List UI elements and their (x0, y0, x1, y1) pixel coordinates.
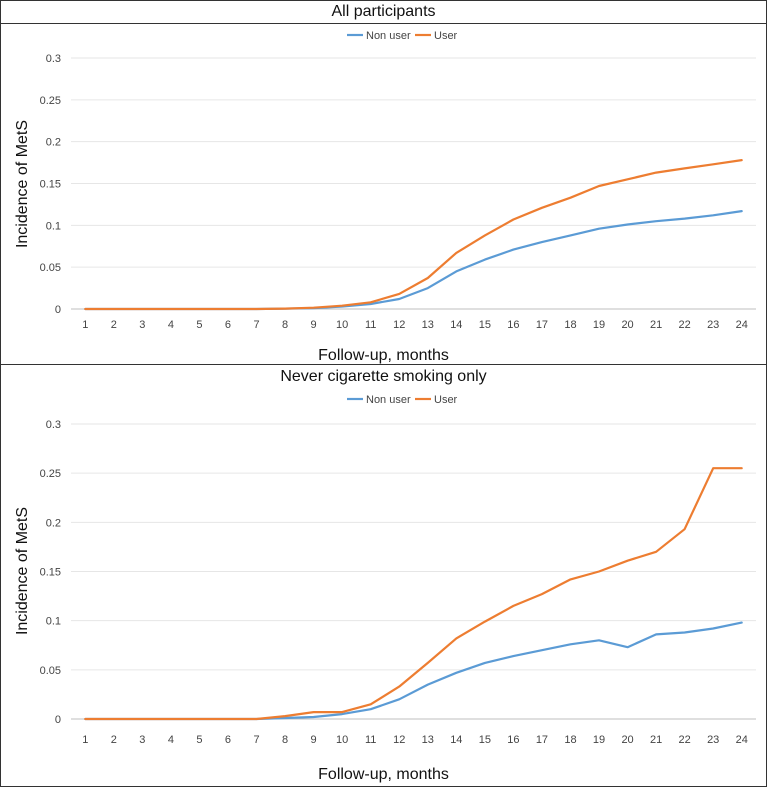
x-tick-label: 20 (621, 319, 633, 331)
series-line-non-user (84, 621, 743, 721)
x-tick-label: 8 (282, 319, 288, 331)
series-line-user (84, 159, 743, 311)
x-tick-label: 13 (422, 319, 434, 331)
x-axis-title: Follow-up, months (318, 766, 449, 783)
x-tick-label: 17 (536, 734, 548, 746)
x-tick-label: 14 (450, 734, 462, 746)
x-tick-label: 3 (139, 319, 145, 331)
x-axis-title: Follow-up, months (318, 347, 449, 364)
x-tick-label: 12 (393, 319, 405, 331)
chart-svg: 00.050.10.150.20.250.31 2 3 4 5 6 7 8 9 10 11 12 13 1… (14, 30, 756, 364)
series-line-user (84, 467, 743, 721)
y-tick-label: 0.3 (46, 419, 61, 431)
y-tick-label: 0.3 (46, 53, 61, 65)
y-axis-title: Incidence of MetS (14, 507, 31, 635)
y-tick-label: 0.1 (46, 616, 61, 628)
panel-title-bar (1, 1, 766, 24)
x-tick-label: 6 (225, 734, 231, 746)
x-tick-label: 7 (253, 734, 259, 746)
legend-label: User (434, 30, 458, 42)
chart-title: All participants (331, 3, 436, 20)
x-tick-label: 21 (650, 734, 662, 746)
x-tick-label: 1 (82, 734, 88, 746)
y-tick-label: 0.25 (40, 468, 61, 480)
x-tick-label: 1 (82, 319, 88, 331)
x-tick-label: 2 (111, 319, 117, 331)
x-tick-label: 8 (282, 734, 288, 746)
y-tick-label: 0.15 (40, 179, 61, 191)
y-tick-label: 0.2 (46, 137, 61, 149)
legend-label: Non user (366, 394, 411, 406)
x-tick-label: 10 (336, 319, 348, 331)
x-tick-label: 13 (422, 734, 434, 746)
y-tick-label: 0.1 (46, 220, 61, 232)
x-tick-label: 21 (650, 319, 662, 331)
x-tick-label: 3 (139, 734, 145, 746)
x-tick-label: 11 (365, 734, 376, 746)
x-tick-label: 23 (707, 319, 719, 331)
x-tick-label: 11 (365, 319, 376, 331)
x-tick-label: 19 (593, 734, 605, 746)
chart-panel-never-smoking: Never cigarette smoking only 0 0.05 0.1 0.1… (0, 364, 767, 787)
x-tick-label: 6 (225, 319, 231, 331)
x-tick-label: 5 (196, 319, 202, 331)
x-tick-label: 9 (311, 734, 317, 746)
x-tick-label: 17 (536, 319, 548, 331)
x-tick-label: 12 (393, 734, 405, 746)
x-tick-label: 22 (679, 734, 691, 746)
x-tick-label: 18 (564, 734, 576, 746)
y-axis-title: Incidence of MetS (14, 120, 31, 248)
y-tick-label: 0.2 (46, 517, 61, 529)
x-tick-label: 14 (450, 319, 462, 331)
y-tick-label: 0.05 (40, 665, 61, 677)
legend-label: Non user (366, 30, 411, 42)
y-tick-label: 0.05 (40, 262, 61, 274)
x-tick-label: 10 (336, 734, 348, 746)
y-tick-label: 0 (55, 714, 61, 726)
x-tick-label: 4 (168, 319, 174, 331)
y-tick-label: 0.15 (40, 567, 61, 579)
x-tick-label: 18 (564, 319, 576, 331)
x-tick-label: 22 (679, 319, 691, 331)
x-tick-label: 19 (593, 319, 605, 331)
x-tick-label: 9 (311, 319, 317, 331)
x-tick-label: 24 (736, 319, 748, 331)
x-tick-label: 24 (736, 734, 748, 746)
y-tick-label: 0.25 (40, 95, 61, 107)
x-tick-label: 16 (507, 734, 519, 746)
x-tick-label: 2 (111, 734, 117, 746)
y-tick-label: 0 (55, 304, 61, 316)
x-tick-label: 23 (707, 734, 719, 746)
x-tick-label: 5 (196, 734, 202, 746)
x-tick-label: 16 (507, 319, 519, 331)
x-tick-label: 15 (479, 734, 491, 746)
x-tick-label: 4 (168, 734, 174, 746)
x-tick-label: 7 (253, 319, 259, 331)
x-tick-label: 15 (479, 319, 491, 331)
x-tick-label: 20 (621, 734, 633, 746)
chart-panel-all-participants: All participants 0 0.05 0.1 0.15 0.2 0.25 0.3 1… (0, 0, 767, 365)
chart-svg: 00.050.10.150.20.250.31 2 3 4 5 6 7 8 9 10 11 12 13 1… (14, 394, 756, 783)
chart-title: Never cigarette smoking only (280, 368, 487, 385)
legend-label: User (434, 394, 458, 406)
